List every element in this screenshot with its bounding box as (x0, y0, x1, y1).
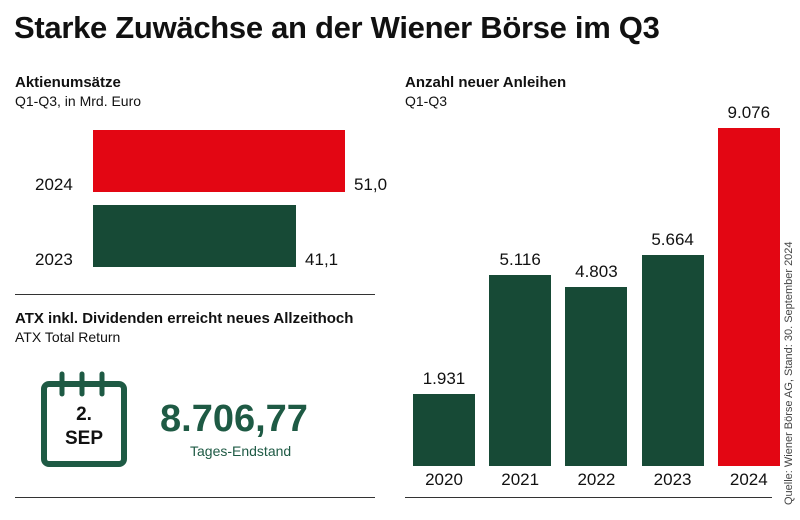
left-chart-title: Aktienumsätze (15, 74, 121, 91)
data-label: 5.664 (651, 230, 694, 250)
right-chart-title: Anzahl neuer Anleihen (405, 74, 567, 91)
left-chart-subtitle: Q1-Q3, in Mrd. Euro (15, 93, 142, 109)
atx-title: ATX inkl. Dividenden erreicht neues Allz… (15, 310, 354, 327)
bar-2024 (717, 127, 780, 466)
category-label: 2024 (35, 175, 73, 194)
divider (15, 497, 375, 498)
bar-2023 (641, 255, 704, 466)
data-label: 51,0 (353, 175, 388, 194)
atx-value: 8.706,77 (160, 398, 308, 440)
data-label: 5.116 (499, 250, 541, 270)
tick-label: 2023 (653, 470, 692, 489)
atx-value-label: Tages-Endstand (190, 443, 292, 459)
category-label: 2023 (35, 250, 73, 269)
calendar-month: SEP (64, 428, 104, 449)
bar-2022 (565, 287, 628, 466)
calendar-day: 2. (76, 404, 92, 425)
atx-subtitle: ATX Total Return (15, 329, 121, 345)
calendar-icon (41, 371, 127, 467)
tick-label: 2022 (577, 470, 616, 489)
source-note: Quelle: Wiener Börse AG, Stand: 30. Sept… (783, 241, 795, 505)
bar-2021 (489, 275, 552, 466)
bar-2020 (413, 394, 475, 466)
bar-2023 (93, 205, 297, 267)
bar-2024 (93, 130, 345, 192)
tick-label: 2020 (425, 470, 463, 489)
data-label: 4.803 (575, 262, 618, 282)
data-label: 41,1 (305, 250, 339, 269)
tick-label: 2024 (729, 470, 768, 489)
divider (405, 497, 772, 498)
tick-label: 2021 (501, 470, 540, 489)
data-label: 9.076 (727, 102, 771, 122)
data-label: 1.931 (422, 369, 466, 389)
right-chart-subtitle: Q1-Q3 (405, 93, 448, 109)
divider (15, 294, 375, 295)
page-title: Starke Zuwächse an der Wiener Börse im Q… (14, 10, 660, 45)
